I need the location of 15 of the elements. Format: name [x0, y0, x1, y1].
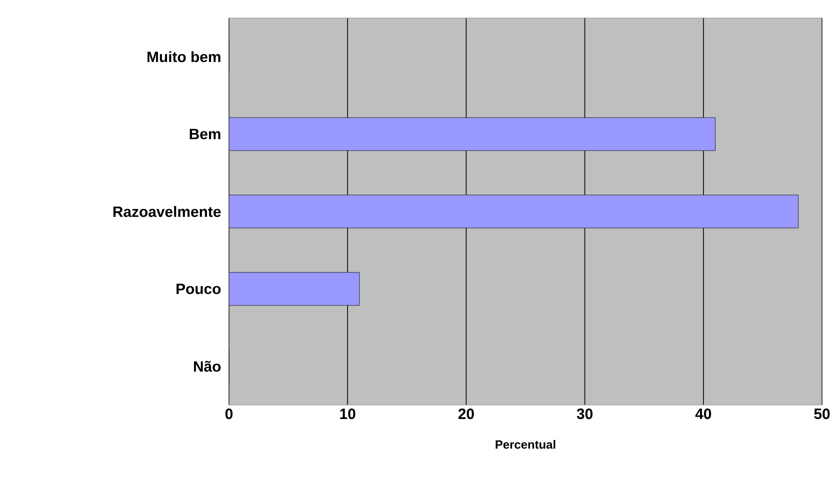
x-axis-title: Percentual: [496, 440, 556, 449]
x-tick-label: 50: [814, 408, 830, 420]
x-tick-label: 40: [695, 408, 712, 420]
x-tick-label: 0: [225, 408, 233, 420]
y-tick-label: Razoavelmente: [113, 206, 221, 217]
bar: [229, 194, 798, 228]
x-tick-label: 10: [340, 408, 356, 420]
bar: [229, 272, 360, 306]
bar: [229, 117, 716, 151]
y-tick-label: Pouco: [176, 284, 221, 294]
x-tick-label: 30: [576, 408, 592, 420]
x-tick-label: 20: [458, 408, 474, 420]
y-tick-label: Muito bem: [148, 51, 220, 62]
y-tick-label: Bem: [190, 128, 220, 140]
y-tick-label: Não: [194, 360, 221, 372]
